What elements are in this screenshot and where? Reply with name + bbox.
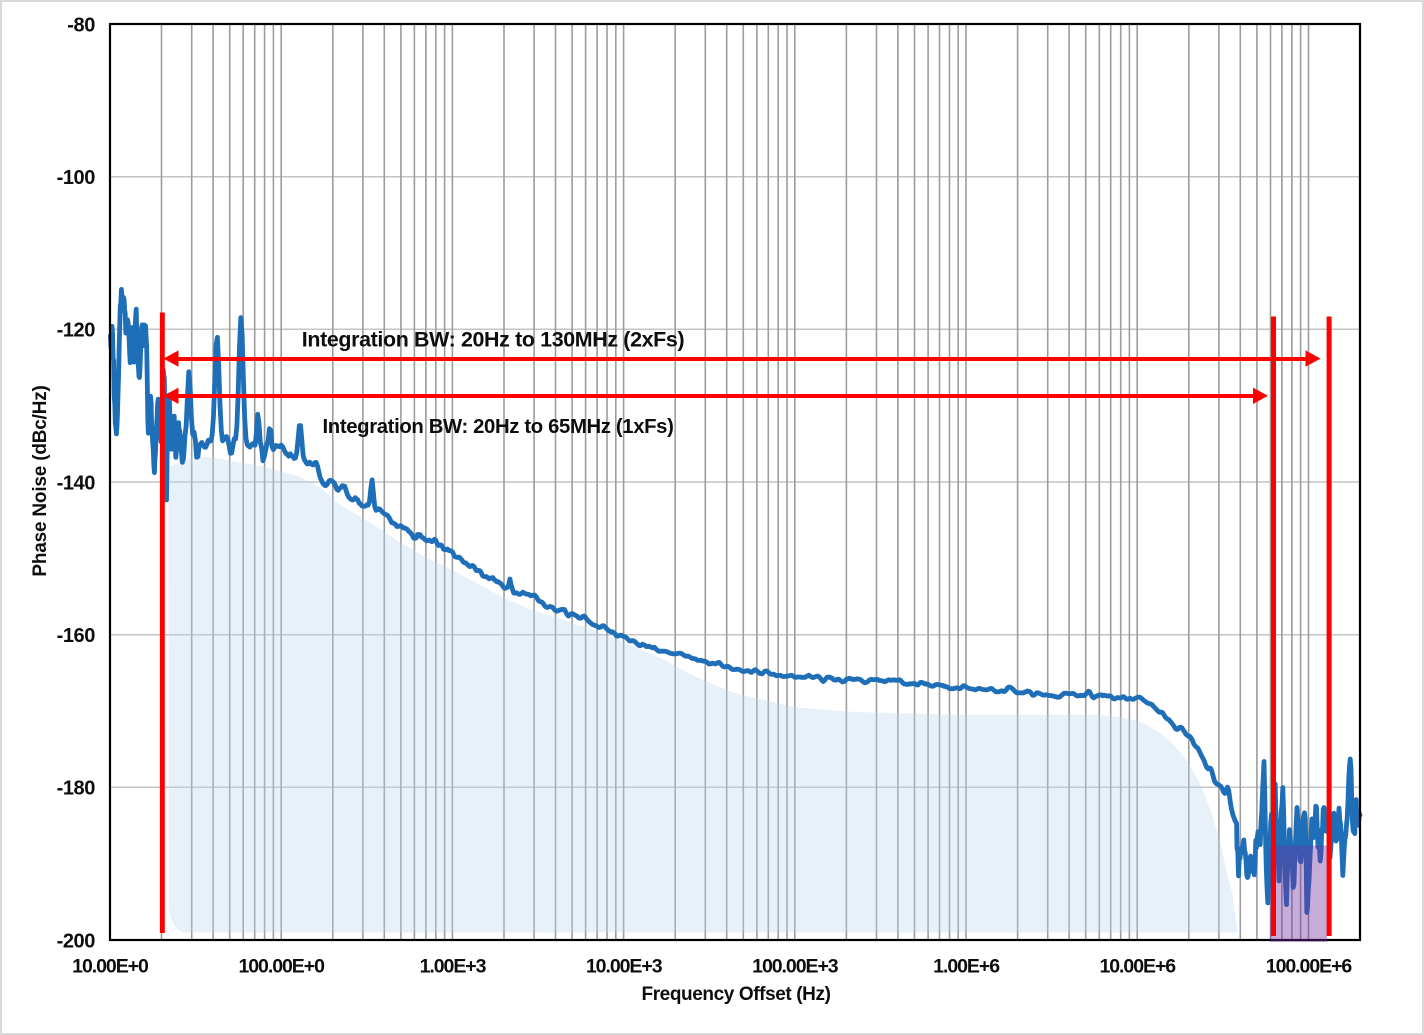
svg-text:Frequency Offset (Hz): Frequency Offset (Hz) [641,984,830,1005]
svg-text:Integration BW: 20Hz to 130MHz: Integration BW: 20Hz to 130MHz (2xFs) [302,328,685,352]
svg-text:1.00E+6: 1.00E+6 [933,956,1000,978]
svg-text:-100: -100 [57,167,96,189]
svg-text:-200: -200 [57,930,96,952]
svg-text:100.00E+3: 100.00E+3 [752,956,839,978]
svg-text:-160: -160 [57,625,96,647]
svg-text:Phase Noise (dBc/Hz): Phase Noise (dBc/Hz) [30,385,51,576]
svg-text:-180: -180 [57,778,96,800]
svg-text:100.00E+6: 100.00E+6 [1266,956,1353,978]
svg-text:100.00E+0: 100.00E+0 [238,956,325,978]
svg-text:1.00E+3: 1.00E+3 [420,956,487,978]
svg-text:10.00E+6: 10.00E+6 [1099,956,1176,978]
svg-text:10.00E+3: 10.00E+3 [586,956,663,978]
svg-text:-120: -120 [57,320,96,342]
svg-text:-140: -140 [57,472,96,494]
svg-text:Integration BW: 20Hz to 65MHz: Integration BW: 20Hz to 65MHz (1xFs) [323,416,674,438]
svg-text:-80: -80 [67,14,95,36]
svg-text:10.00E+0: 10.00E+0 [72,956,149,978]
